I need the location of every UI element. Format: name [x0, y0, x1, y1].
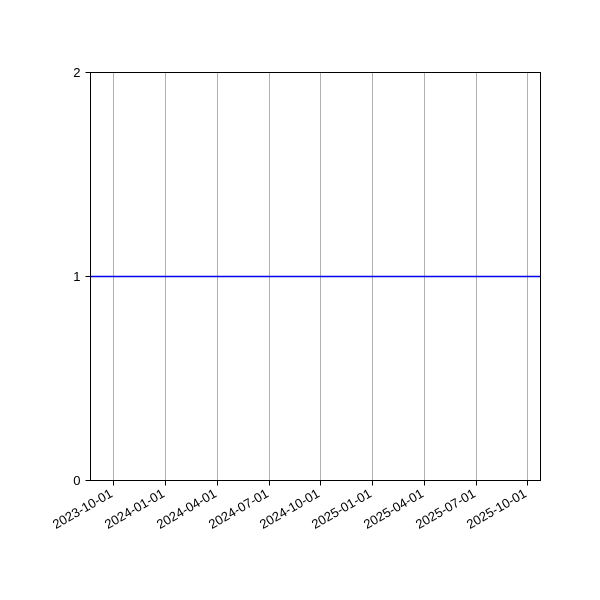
svg-text:2: 2 — [73, 65, 80, 80]
svg-text:0: 0 — [73, 473, 80, 488]
svg-text:1: 1 — [73, 269, 80, 284]
